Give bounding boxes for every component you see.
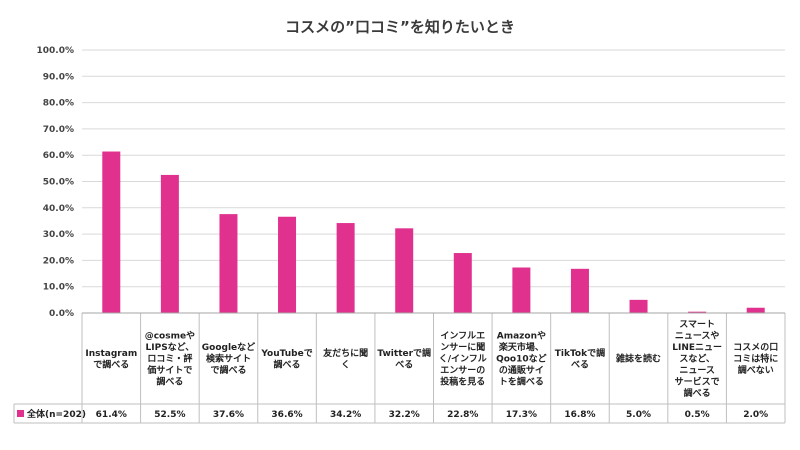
x-category-label: Googleなど検索サイトで調べる bbox=[202, 341, 255, 376]
x-category-label: @cosmeや LIPSなど、ロコミ・評価サイトで調べる bbox=[145, 331, 195, 388]
bar bbox=[453, 253, 472, 313]
y-tick-label: 70.0% bbox=[43, 125, 74, 135]
y-tick-label: 100.0% bbox=[37, 46, 75, 56]
data-label: 0.5% bbox=[685, 410, 710, 420]
data-label: 2.0% bbox=[743, 410, 768, 420]
legend-swatch bbox=[17, 410, 24, 417]
x-category-label: YouTubeで調べる bbox=[260, 348, 312, 371]
y-tick-label: 20.0% bbox=[43, 256, 74, 266]
x-category-label: 友だちに聞く bbox=[323, 347, 368, 371]
data-label: 52.5% bbox=[154, 410, 185, 420]
y-tick-label: 0.0% bbox=[49, 309, 74, 319]
data-label: 32.2% bbox=[389, 410, 420, 420]
bar bbox=[160, 174, 179, 313]
bar bbox=[336, 223, 355, 313]
bar bbox=[746, 307, 765, 313]
data-label: 34.2% bbox=[330, 410, 361, 420]
x-category-label: インフルエンサーに聞く/インフルエンサーの投稿を見る bbox=[439, 331, 487, 388]
y-tick-label: 60.0% bbox=[43, 151, 74, 161]
x-category-label: スマートニュースや LINEニュースなど、ニュースサービスで調べる bbox=[672, 319, 722, 399]
x-category-label: 雑誌を読む bbox=[615, 353, 661, 365]
bar bbox=[512, 267, 531, 313]
bar bbox=[629, 299, 648, 313]
data-label: 36.6% bbox=[271, 410, 302, 420]
x-category-label: コスメの口コミは特に調べない bbox=[733, 342, 778, 376]
bar bbox=[570, 268, 589, 313]
y-tick-label: 90.0% bbox=[43, 72, 74, 82]
x-category-label: TikTokで調べる bbox=[555, 347, 605, 371]
bar bbox=[102, 151, 121, 313]
x-category-label: Amazonや楽天市場、 Qoo10などの通販サイトを調べる bbox=[496, 331, 547, 388]
y-tick-label: 40.0% bbox=[43, 204, 74, 214]
x-category-label: Instagram で調べる bbox=[85, 349, 137, 371]
data-label: 37.6% bbox=[213, 410, 244, 420]
bar bbox=[219, 214, 238, 313]
bar bbox=[688, 311, 707, 313]
legend-label: 全体(n=202) bbox=[26, 408, 86, 420]
x-category-label: Twitterで調べる bbox=[377, 347, 431, 371]
y-tick-label: 10.0% bbox=[43, 283, 74, 293]
data-label: 17.3% bbox=[506, 410, 537, 420]
data-label: 16.8% bbox=[564, 410, 595, 420]
y-tick-label: 50.0% bbox=[43, 178, 74, 188]
y-tick-label: 30.0% bbox=[43, 230, 74, 240]
bar bbox=[278, 216, 297, 313]
bar bbox=[395, 228, 414, 313]
chart-title: コスメの”口コミ”を知りたいとき bbox=[285, 18, 515, 36]
y-tick-label: 80.0% bbox=[43, 99, 74, 109]
data-label: 22.8% bbox=[447, 410, 478, 420]
data-label: 61.4% bbox=[96, 410, 127, 420]
data-label: 5.0% bbox=[626, 410, 651, 420]
